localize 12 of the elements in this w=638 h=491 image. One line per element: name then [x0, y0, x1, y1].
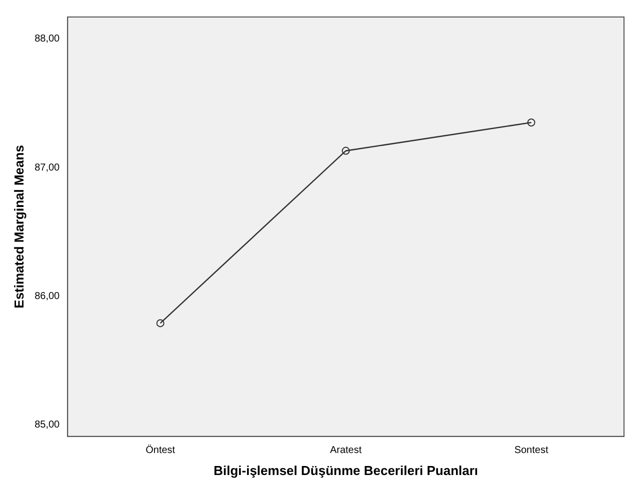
y-tick-label: 88,00 [34, 34, 60, 45]
y-tick-label: 86,00 [34, 290, 60, 302]
y-axis-title: Estimated Marginal Means [11, 145, 26, 308]
x-tick-label: Aratest [330, 445, 362, 456]
x-axis-title: Bilgi-işlemsel Düşünme Becerileri Puanları [214, 462, 478, 478]
x-tick-label: Sontest [514, 445, 548, 456]
point [527, 118, 536, 126]
y-tick-label: 85,00 [34, 420, 60, 431]
point [342, 146, 350, 155]
x-tick-label: Öntest [146, 444, 176, 456]
y-tick-label: 87,00 [34, 162, 60, 174]
point [156, 319, 164, 328]
